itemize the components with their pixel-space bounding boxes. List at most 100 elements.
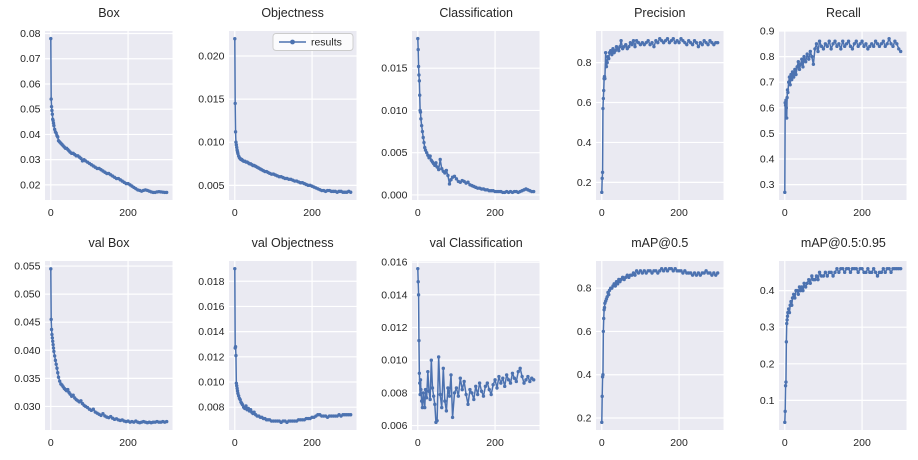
data-point xyxy=(878,44,882,49)
y-tick-label: 0.012 xyxy=(381,323,407,334)
data-point xyxy=(603,50,608,55)
data-point xyxy=(164,419,169,424)
data-point xyxy=(815,42,819,46)
legend-box xyxy=(272,33,354,51)
y-tick-label: 0.9 xyxy=(760,26,775,37)
data-point xyxy=(435,165,439,169)
data-point xyxy=(862,44,867,49)
x-tick-label: 200 xyxy=(303,208,321,219)
data-point xyxy=(514,379,519,384)
data-point xyxy=(438,157,443,162)
data-point xyxy=(799,62,803,66)
data-point xyxy=(49,97,53,101)
data-point xyxy=(715,40,720,45)
data-point xyxy=(522,381,526,385)
y-tick-label: 0.020 xyxy=(198,52,224,63)
data-point xyxy=(452,391,457,395)
data-point xyxy=(243,404,248,408)
y-tick-label: 0.6 xyxy=(577,327,592,338)
data-point xyxy=(419,387,423,392)
data-point xyxy=(54,362,58,367)
data-point xyxy=(682,269,687,273)
x-tick-label: 200 xyxy=(854,438,872,449)
data-point xyxy=(449,373,453,377)
data-point xyxy=(447,182,452,186)
data-point xyxy=(421,391,426,395)
data-point xyxy=(841,266,845,271)
x-tick-label: 200 xyxy=(670,208,688,219)
data-point xyxy=(789,299,794,304)
data-point xyxy=(891,44,896,49)
recall-chart: 0 200 0.3 0.4 0.5 0.6 0.7 0.8 0.9 xyxy=(760,26,907,219)
data-point xyxy=(613,284,617,288)
subplot-val-box: val Box 0 200 0.030 0.035 0.040 0.045 0.050 0.0… xyxy=(0,230,184,460)
data-point xyxy=(438,392,443,397)
data-point xyxy=(483,384,488,389)
data-point xyxy=(446,173,450,178)
data-point xyxy=(427,389,431,393)
data-point xyxy=(446,386,450,390)
data-point xyxy=(441,366,446,371)
data-point xyxy=(802,54,807,59)
x-tick-label: 0 xyxy=(782,438,788,449)
data-point xyxy=(466,180,470,184)
data-point xyxy=(847,39,851,43)
data-point xyxy=(849,44,853,49)
data-point xyxy=(785,321,789,326)
x-tick-label: 200 xyxy=(119,208,137,219)
data-point xyxy=(451,415,455,420)
x-tick-label: 200 xyxy=(670,438,688,449)
data-point xyxy=(822,274,826,278)
data-point xyxy=(706,42,710,47)
data-point xyxy=(164,190,169,195)
data-point xyxy=(601,316,606,321)
y-tick-label: 0.6 xyxy=(760,103,775,114)
data-point xyxy=(789,72,794,77)
data-point xyxy=(423,405,427,410)
data-point xyxy=(51,342,55,347)
data-point xyxy=(233,345,237,349)
data-point xyxy=(417,64,421,69)
data-point xyxy=(631,38,635,43)
subplot-title-val-classification: val Classification xyxy=(429,236,523,250)
data-point xyxy=(440,167,444,171)
y-tick-label: 0.016 xyxy=(198,302,224,313)
data-point xyxy=(829,47,834,51)
data-point xyxy=(661,269,666,273)
data-point xyxy=(784,384,788,388)
data-point xyxy=(417,338,421,343)
data-point xyxy=(432,394,436,398)
subplot-objectness: Objectness 0 200 0.005 0.010 0.015 0.020 resul… xyxy=(184,0,368,230)
y-tick-label: 0.014 xyxy=(198,327,224,338)
data-point xyxy=(447,394,452,398)
data-point xyxy=(55,366,59,370)
data-point xyxy=(790,77,794,82)
data-point xyxy=(493,378,497,382)
data-point xyxy=(599,420,604,425)
y-tick-label: 0.05 xyxy=(20,105,41,116)
data-point xyxy=(518,366,523,371)
data-point xyxy=(53,358,58,363)
y-tick-label: 0.2 xyxy=(577,178,592,189)
subplot-title-objectness: Objectness xyxy=(261,6,324,20)
data-point xyxy=(815,274,819,278)
data-point xyxy=(606,56,611,61)
data-point xyxy=(50,108,54,113)
data-point xyxy=(899,266,903,271)
data-point xyxy=(885,42,890,46)
data-point xyxy=(235,151,240,156)
data-point xyxy=(79,399,83,403)
data-point xyxy=(419,117,423,121)
data-point xyxy=(704,269,708,273)
data-point xyxy=(444,168,449,173)
data-point xyxy=(673,266,677,271)
data-point xyxy=(818,270,822,275)
data-point xyxy=(235,389,239,393)
data-point xyxy=(807,57,811,61)
data-point xyxy=(816,49,821,54)
data-point xyxy=(611,46,615,51)
data-point xyxy=(804,285,808,289)
data-point xyxy=(495,386,499,390)
data-point xyxy=(858,42,863,46)
data-point xyxy=(428,397,433,402)
